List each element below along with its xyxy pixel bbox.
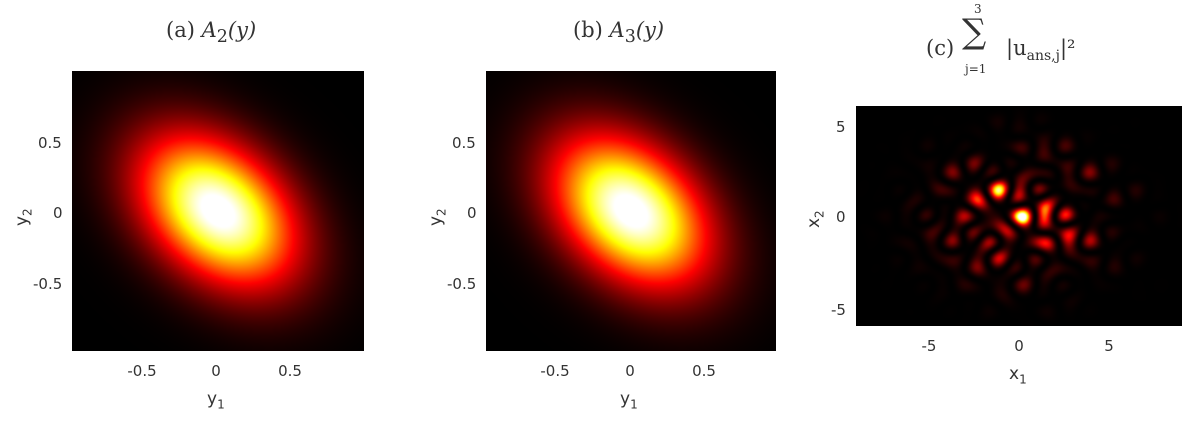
panel-b-ytick: 0.5 xyxy=(452,134,476,152)
panel-c-term: |uans,j|² xyxy=(1006,36,1075,64)
panel-b-title-arg: (y) xyxy=(635,18,665,42)
panel-b-xtick: 0.5 xyxy=(692,362,716,380)
panel-b-ytick: 0 xyxy=(467,204,477,222)
panel-c-ylabel-text: x xyxy=(804,217,824,228)
panel-c-sum-symbol: ∑ xyxy=(962,12,987,52)
panel-c-term-end: |² xyxy=(1059,36,1076,60)
panel-c-xlabel-text: x xyxy=(1009,364,1020,384)
panel-a-ylabel-sub: 2 xyxy=(20,208,35,216)
panel-b-xlabel-text: y xyxy=(620,389,631,409)
panel-a-ylabel: y2 xyxy=(12,208,34,226)
panel-b-ytick: -0.5 xyxy=(447,275,477,293)
panel-a-xlabel-sub: 1 xyxy=(217,397,225,412)
panel-c-sum-lower: j=1 xyxy=(965,62,987,76)
panel-b-xlabel: y1 xyxy=(620,389,638,411)
panel-b-title-prefix: (b) xyxy=(573,18,603,42)
panel-a-title-sub: 2 xyxy=(216,27,228,48)
panel-c-xtick: 5 xyxy=(1104,337,1114,355)
panel-b-ylabel-text: y xyxy=(426,215,446,226)
panel-a-ytick: 0 xyxy=(53,204,63,222)
panel-c-term-text: |u xyxy=(1006,36,1027,60)
panel-c-ylabel-sub: 2 xyxy=(812,210,827,218)
panel-b-heatmap xyxy=(486,71,776,351)
panel-b-title-math: A xyxy=(609,18,625,42)
panel-a-ytick: 0.5 xyxy=(38,134,62,152)
panel-a-xtick: -0.5 xyxy=(127,362,157,380)
panel-c-xtick: 0 xyxy=(1014,337,1024,355)
panel-a-xlabel-text: y xyxy=(207,389,218,409)
panel-a-title-math: A xyxy=(201,18,217,42)
panel-b-title-sub: 3 xyxy=(624,27,636,48)
panel-c-heatmap xyxy=(856,106,1182,326)
panel-b-title: (b) A3(y) xyxy=(573,18,664,47)
panel-c-xlabel-sub: 1 xyxy=(1019,372,1027,387)
panel-c-ytick: -5 xyxy=(831,301,846,319)
panel-c-ylabel: x2 xyxy=(804,210,826,228)
panel-b-xtick: -0.5 xyxy=(540,362,570,380)
panel-a-title-prefix: (a) xyxy=(166,18,195,42)
panel-c-ytick: 0 xyxy=(836,208,846,226)
panel-a-heatmap xyxy=(72,71,364,351)
panel-c-term-sub: ans,j xyxy=(1026,48,1060,65)
panel-c-xtick: -5 xyxy=(921,337,937,355)
panel-a-xlabel: y1 xyxy=(207,389,225,411)
panel-a-title: (a) A2(y) xyxy=(166,18,256,47)
panel-a-xtick: 0 xyxy=(211,362,221,380)
panel-b-ylabel-sub: 2 xyxy=(434,208,449,216)
panel-a-xtick: 0.5 xyxy=(278,362,302,380)
panel-b-xtick: 0 xyxy=(625,362,635,380)
panel-a-ylabel-text: y xyxy=(12,215,32,226)
panel-c-ytick: 5 xyxy=(836,118,846,136)
panel-b-xlabel-sub: 1 xyxy=(630,397,638,412)
panel-c-title-prefix: (c) xyxy=(926,36,955,60)
panel-b-ylabel: y2 xyxy=(426,208,448,226)
panel-c-xlabel: x1 xyxy=(1009,364,1027,386)
panel-a-title-arg: (y) xyxy=(227,18,257,42)
panel-a-ytick: -0.5 xyxy=(33,275,63,293)
panel-c-sum-upper: 3 xyxy=(974,2,982,16)
